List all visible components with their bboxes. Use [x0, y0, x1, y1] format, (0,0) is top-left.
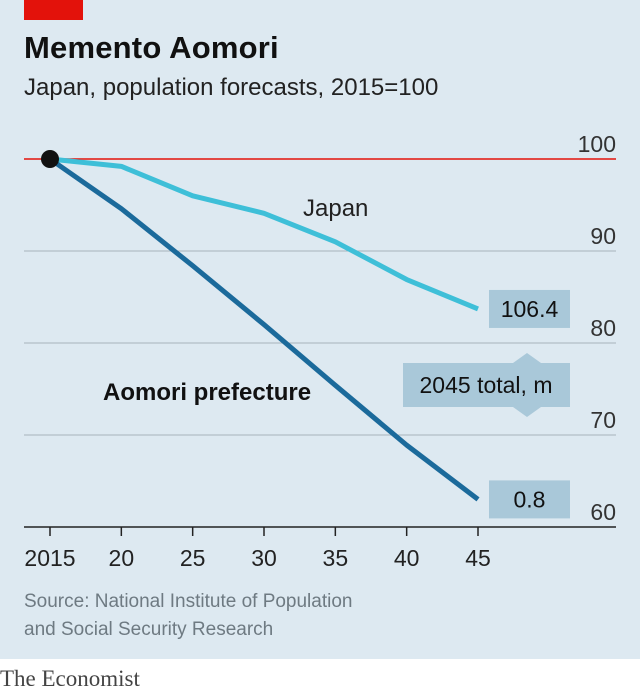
y-tick-label-60: 60 [590, 499, 616, 525]
x-axis: 2015 20 25 30 35 40 45 [24, 526, 616, 571]
x-tick-label-2015: 2015 [24, 545, 75, 571]
chart-panel [0, 0, 640, 659]
annotation-box [403, 363, 570, 407]
x-tick-label-20: 20 [109, 545, 135, 571]
series-line-japan [49, 156, 479, 312]
source-line-2: and Social Security Research [24, 619, 274, 640]
series-line-aomori [48, 156, 480, 502]
annotation-down-arrow [513, 407, 541, 417]
end-label-japan: 106.4 [501, 296, 559, 322]
start-point-dot [41, 150, 59, 168]
source-line-1: Source: National Institute of Population [24, 591, 353, 612]
grid-lines [24, 158, 616, 436]
x-tick-label-45: 45 [465, 545, 491, 571]
annotation-up-arrow [513, 353, 541, 363]
chart-subtitle: Japan, population forecasts, 2015=100 [24, 74, 439, 101]
annotation-label: 2045 total, m [420, 372, 553, 398]
x-tick-label-35: 35 [323, 545, 349, 571]
end-label-japan-box [489, 289, 570, 328]
y-tick-label-70: 70 [590, 407, 616, 433]
series-label-aomori: Aomori prefecture [103, 379, 311, 406]
x-tick-label-30: 30 [251, 545, 277, 571]
source-note: Source: National Institute of Population… [24, 588, 352, 644]
y-tick-label-100: 100 [578, 131, 616, 157]
x-tick-label-40: 40 [394, 545, 420, 571]
x-tick-label-25: 25 [180, 545, 206, 571]
brand-logo: The Economist [0, 666, 140, 691]
y-tick-label-90: 90 [590, 223, 616, 249]
y-tick-label-80: 80 [590, 315, 616, 341]
series-label-japan: Japan [303, 195, 368, 222]
chart-labels: Japan Aomori prefecture 106.4 0.8 2045 total… [103, 195, 570, 519]
end-label-aomori: 0.8 [514, 486, 546, 512]
chart-title: Memento Aomori [24, 30, 279, 65]
series-lines [41, 150, 480, 502]
line-chart: 60 70 80 90 100 2015 20 25 30 35 40 45 Japan Aomori… [24, 131, 616, 571]
brand-red-tag [24, 0, 83, 20]
y-axis-ticks: 60 70 80 90 100 [578, 131, 616, 525]
end-label-aomori-box [489, 480, 570, 519]
